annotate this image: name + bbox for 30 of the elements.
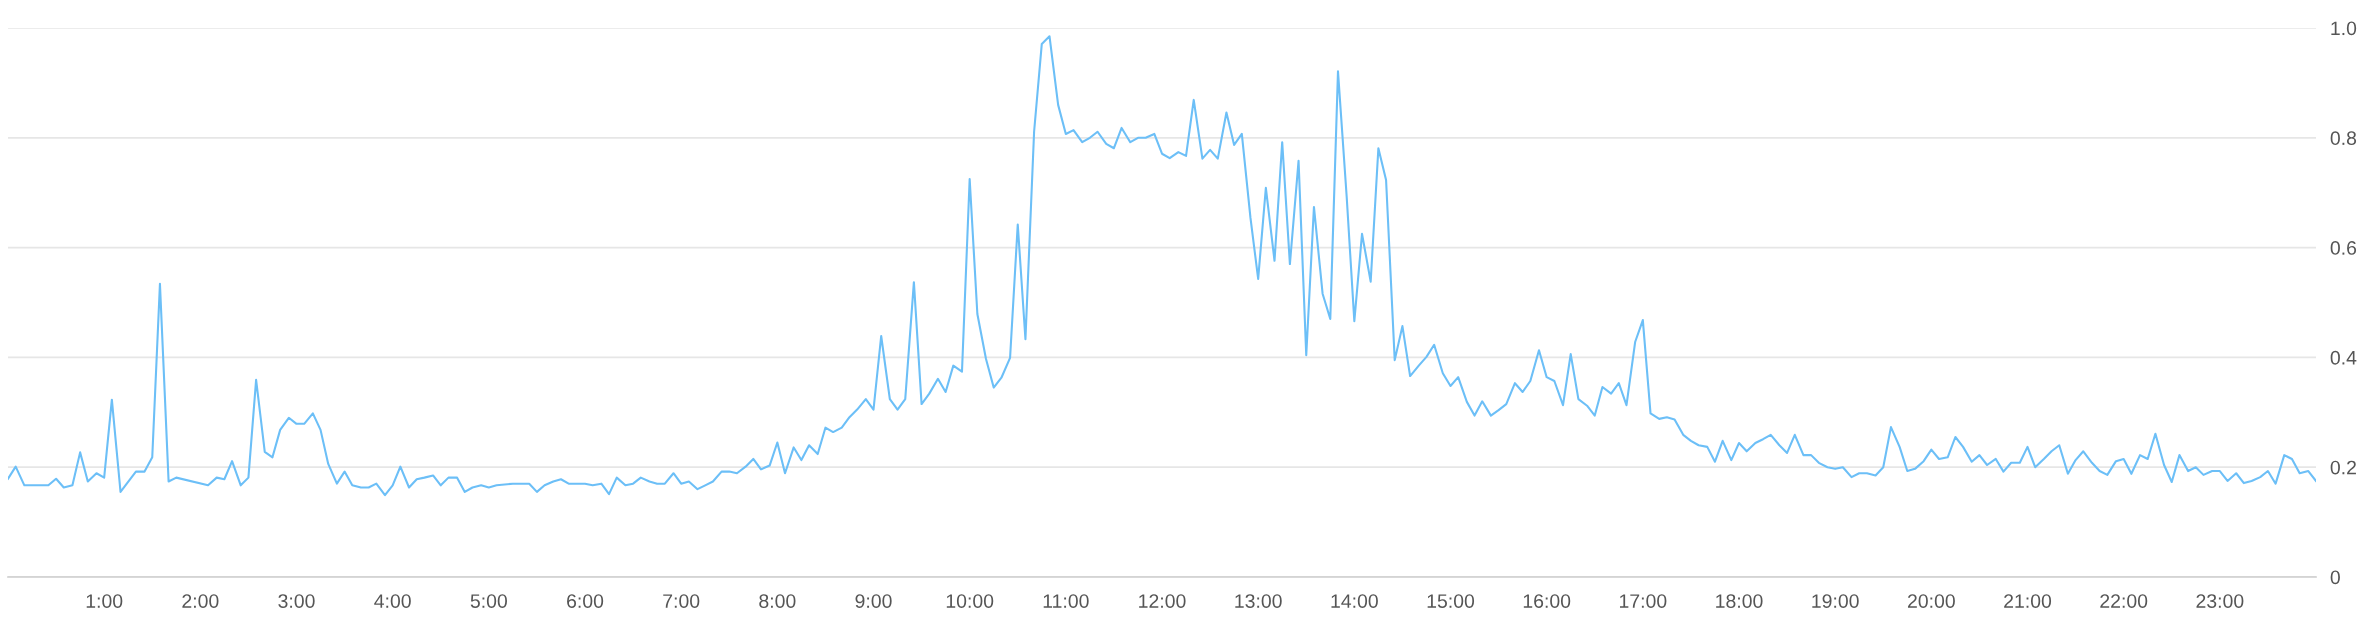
y-tick-label: 0 — [2330, 570, 2340, 585]
x-tick-label: 12:00 — [1139, 594, 1186, 608]
x-tick-label: 14:00 — [1331, 594, 1378, 608]
y-tick-label: 0.4 — [2330, 350, 2357, 365]
x-tick-label: 10:00 — [946, 594, 994, 608]
x-tick-label: 6:00 — [567, 594, 604, 608]
x-tick-label: 7:00 — [663, 594, 700, 608]
x-tick-label: 11:00 — [1043, 594, 1089, 608]
x-tick-label: 17:00 — [1619, 594, 1667, 608]
x-tick-label: 1:00 — [86, 594, 123, 608]
x-tick-label: 20:00 — [1907, 594, 1955, 608]
x-tick-label: 19:00 — [1812, 594, 1859, 608]
x-tick-label: 8:00 — [759, 594, 796, 608]
x-tick-label: 23:00 — [2196, 594, 2244, 608]
x-tick-label: 16:00 — [1523, 594, 1571, 608]
x-tick-label: 18:00 — [1716, 594, 1763, 608]
y-tick-label: 0.2 — [2330, 460, 2356, 475]
x-tick-label: 9:00 — [855, 594, 892, 608]
x-tick-label: 2:00 — [182, 594, 219, 608]
y-tick-label: 0.8 — [2330, 131, 2357, 146]
x-tick-label: 3:00 — [278, 594, 315, 608]
y-tick-label: 0.6 — [2330, 241, 2357, 255]
x-tick-label: 13:00 — [1235, 594, 1282, 608]
x-tick-label: 15:00 — [1427, 594, 1475, 608]
y-tick-label: 1.0 — [2331, 21, 2357, 36]
x-tick-label: 4:00 — [374, 594, 411, 608]
x-tick-label: 21:00 — [2004, 594, 2052, 608]
line-series — [8, 35, 2316, 497]
x-tick-label: 22:00 — [2100, 594, 2148, 608]
x-tick-label: 5:00 — [470, 594, 507, 608]
